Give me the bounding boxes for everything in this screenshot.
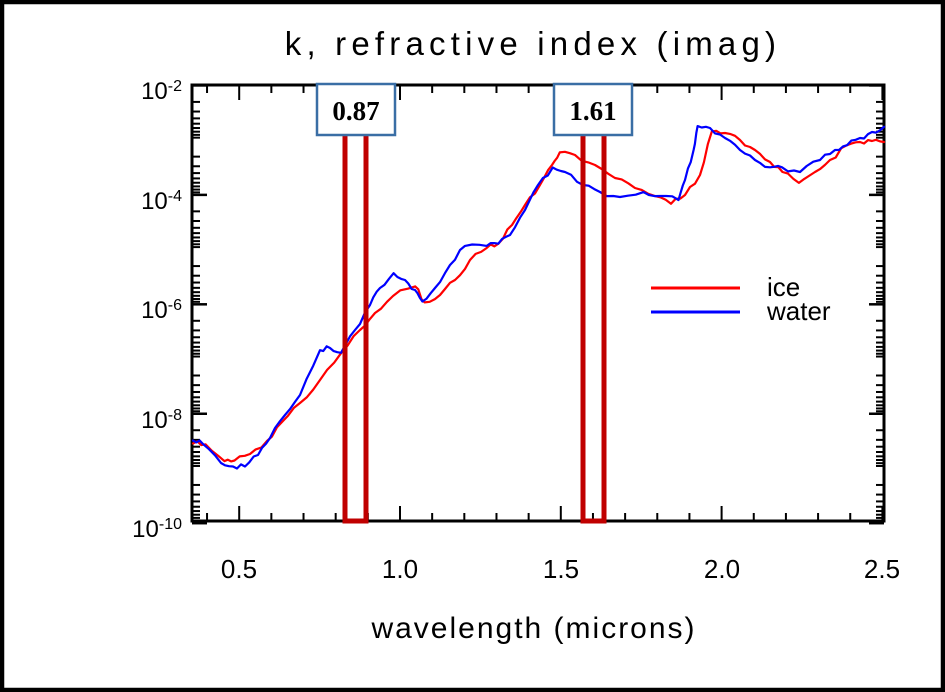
svg-text:10-10: 10-10	[132, 516, 182, 543]
svg-text:1.5: 1.5	[543, 554, 579, 584]
svg-text:k, refractive index (imag): k, refractive index (imag)	[285, 25, 781, 62]
svg-text:10-2: 10-2	[141, 78, 182, 105]
svg-text:wavelength (microns): wavelength (microns)	[370, 612, 696, 645]
svg-text:1.61: 1.61	[569, 96, 616, 126]
svg-text:water: water	[766, 296, 831, 326]
svg-text:2.5: 2.5	[864, 554, 900, 584]
svg-text:0.87: 0.87	[332, 96, 379, 126]
svg-text:1.0: 1.0	[382, 554, 418, 584]
svg-text:2.0: 2.0	[704, 554, 740, 584]
svg-text:0.5: 0.5	[221, 554, 257, 584]
svg-text:10-6: 10-6	[141, 297, 182, 324]
svg-text:10-4: 10-4	[141, 188, 182, 215]
svg-text:10-8: 10-8	[141, 407, 182, 434]
